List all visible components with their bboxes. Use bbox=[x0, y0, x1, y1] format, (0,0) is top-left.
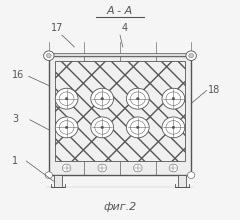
Circle shape bbox=[186, 51, 196, 60]
Circle shape bbox=[136, 126, 139, 129]
Circle shape bbox=[65, 97, 68, 100]
Text: фиг.2: фиг.2 bbox=[103, 202, 137, 212]
Text: 1: 1 bbox=[12, 156, 18, 166]
Text: 3: 3 bbox=[12, 114, 18, 124]
Circle shape bbox=[45, 172, 53, 178]
Circle shape bbox=[136, 97, 139, 100]
Circle shape bbox=[172, 126, 175, 129]
Bar bbox=[49, 56, 191, 175]
Text: А - А: А - А bbox=[107, 6, 133, 16]
Text: 17: 17 bbox=[51, 23, 63, 33]
Circle shape bbox=[187, 172, 195, 178]
Circle shape bbox=[91, 117, 114, 138]
Bar bbox=[55, 61, 185, 161]
Text: 18: 18 bbox=[208, 85, 220, 95]
Bar bbox=[55, 61, 185, 161]
Circle shape bbox=[98, 164, 107, 172]
Circle shape bbox=[101, 97, 104, 100]
Circle shape bbox=[65, 126, 68, 129]
Circle shape bbox=[126, 117, 149, 138]
Circle shape bbox=[172, 97, 175, 100]
Circle shape bbox=[162, 117, 185, 138]
Text: 4: 4 bbox=[121, 23, 127, 33]
Circle shape bbox=[189, 53, 193, 58]
Circle shape bbox=[101, 126, 104, 129]
Circle shape bbox=[162, 88, 185, 109]
Bar bbox=[49, 53, 191, 56]
Bar bbox=[178, 175, 186, 187]
Circle shape bbox=[133, 164, 142, 172]
Circle shape bbox=[91, 88, 114, 109]
Circle shape bbox=[126, 88, 149, 109]
Bar bbox=[54, 175, 62, 187]
Circle shape bbox=[44, 51, 54, 60]
Circle shape bbox=[55, 88, 78, 109]
Circle shape bbox=[62, 164, 71, 172]
Circle shape bbox=[47, 53, 51, 58]
Text: 16: 16 bbox=[12, 70, 24, 80]
Circle shape bbox=[55, 117, 78, 138]
Circle shape bbox=[169, 164, 178, 172]
